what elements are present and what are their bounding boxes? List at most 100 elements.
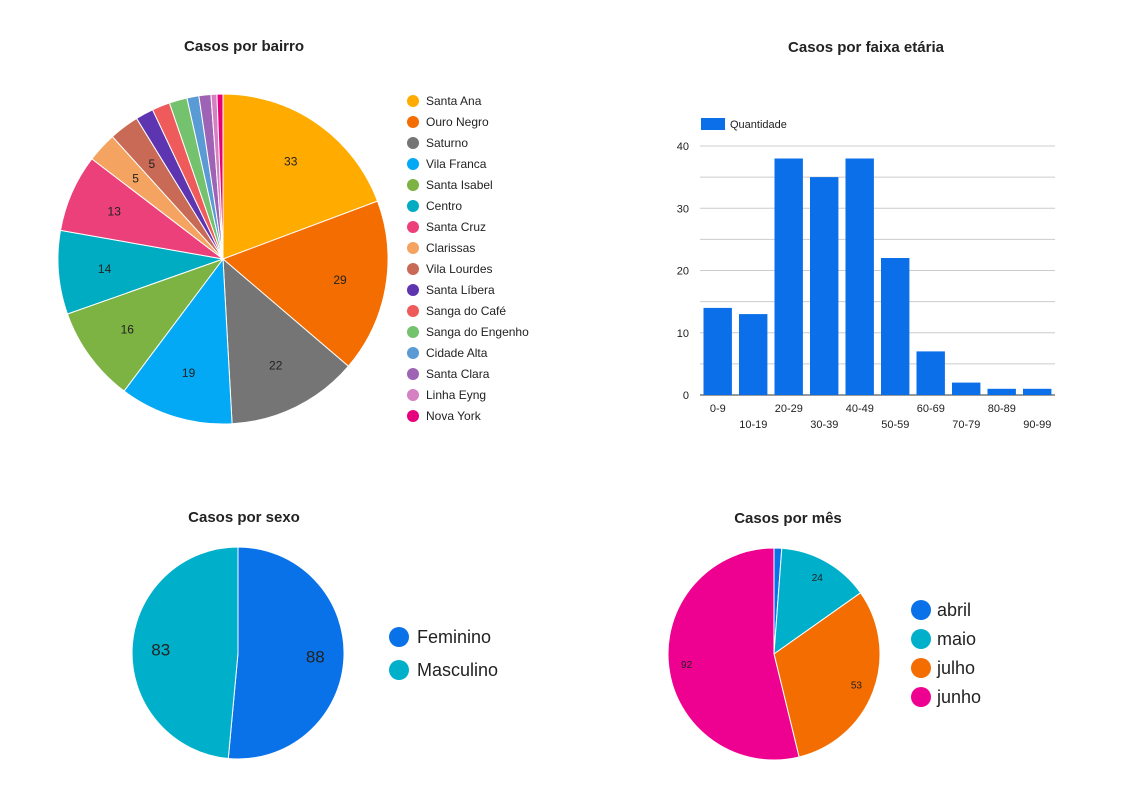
pie-slice-masculino bbox=[131, 546, 239, 760]
slice-label-julho: 53 bbox=[851, 680, 863, 691]
slice-label-ouro-negro: 29 bbox=[333, 273, 347, 287]
pie-slice-junho bbox=[667, 547, 800, 761]
y-tick-label: 30 bbox=[677, 203, 689, 215]
legend-marker-centro bbox=[407, 200, 419, 212]
legend-marker-vila-franca bbox=[407, 158, 419, 170]
bar-20-29 bbox=[774, 158, 803, 395]
legend-marker-santa-isabel bbox=[407, 179, 419, 191]
bar-70-79 bbox=[952, 382, 981, 395]
y-tick-label: 0 bbox=[683, 390, 689, 402]
legend-marker-vila-lourdes bbox=[407, 263, 419, 275]
legend-marker-clarissas bbox=[407, 242, 419, 254]
legend-label-vila-franca: Vila Franca bbox=[426, 157, 487, 171]
pie-slice-maio bbox=[773, 547, 862, 656]
x-tick-label: 0-9 bbox=[710, 403, 726, 415]
bar-80-89 bbox=[987, 388, 1016, 395]
chart-title-bairro: Casos por bairro bbox=[184, 38, 304, 55]
legend-marker-saturno bbox=[407, 137, 419, 149]
x-tick-label: 80-89 bbox=[988, 403, 1016, 415]
bar-90-99 bbox=[1023, 388, 1052, 395]
pie-slice-ouro-negro bbox=[222, 200, 389, 367]
legend-label-feminino: Feminino bbox=[417, 627, 491, 647]
legend-label-ouro-negro: Ouro Negro bbox=[426, 115, 489, 129]
x-tick-label: 50-59 bbox=[881, 419, 909, 431]
legend-marker-linha-eyng bbox=[407, 389, 419, 401]
legend-marker-feminino bbox=[389, 627, 409, 647]
x-tick-label: 10-19 bbox=[739, 419, 767, 431]
slice-label-clarissas: 5 bbox=[132, 172, 139, 186]
legend-marker-santa-libera bbox=[407, 284, 419, 296]
legend-label-abril: abril bbox=[937, 600, 971, 620]
legend-marker-nova-york bbox=[407, 410, 419, 422]
legend-label-linha-eyng: Linha Eyng bbox=[426, 388, 486, 402]
legend-marker-santa-cruz bbox=[407, 221, 419, 233]
pie-chart-mes: Casos por mês 24 53 92 abril maio julho junho bbox=[667, 510, 981, 761]
y-tick-label: 40 bbox=[677, 141, 689, 153]
legend-label-julho: julho bbox=[936, 658, 975, 678]
legend-marker-maio bbox=[911, 629, 931, 649]
y-tick-label: 20 bbox=[677, 266, 689, 278]
legend-marker-ouro-negro bbox=[407, 116, 419, 128]
slice-label-maio: 24 bbox=[812, 573, 824, 584]
x-tick-label: 60-69 bbox=[917, 403, 945, 415]
legend-label-cidade-alta: Cidade Alta bbox=[426, 346, 488, 360]
legend-marker-quantidade bbox=[701, 118, 725, 130]
legend-marker-santa-ana bbox=[407, 95, 419, 107]
chart-title-mes: Casos por mês bbox=[734, 510, 842, 527]
bar-30-39 bbox=[810, 177, 839, 395]
legend-label-sanga-do-cafe: Sanga do Café bbox=[426, 304, 506, 318]
slice-label-masculino: 83 bbox=[151, 640, 170, 659]
pie-slice-feminino bbox=[227, 546, 345, 760]
legend-marker-cidade-alta bbox=[407, 347, 419, 359]
x-tick-label: 70-79 bbox=[952, 419, 980, 431]
legend-label-saturno: Saturno bbox=[426, 136, 468, 150]
slice-label-vila-lourdes: 5 bbox=[148, 157, 155, 171]
pie-slice-nova-york bbox=[216, 93, 224, 260]
bar-chart-faixa-etaria: Casos por faixa etária 0 10 20 30 40 0-9 10-19… bbox=[677, 39, 1055, 431]
slice-label-santa-ana: 33 bbox=[284, 155, 298, 169]
pie-slice-santa-ana bbox=[222, 93, 379, 260]
legend-label-junho: junho bbox=[936, 687, 981, 707]
bar-10-19 bbox=[739, 314, 768, 395]
x-tick-label: 20-29 bbox=[775, 403, 803, 415]
legend-marker-abril bbox=[911, 600, 931, 620]
legend-label-vila-lourdes: Vila Lourdes bbox=[426, 262, 493, 276]
pie-chart-bairro: Casos por bairro 33 29 22 19 16 14 13 55 Santa … bbox=[57, 38, 529, 425]
legend-marker-sanga-do-cafe bbox=[407, 305, 419, 317]
legend-marker-junho bbox=[911, 687, 931, 707]
slice-label-saturno: 22 bbox=[269, 359, 283, 373]
legend-marker-santa-clara bbox=[407, 368, 419, 380]
x-tick-label: 40-49 bbox=[846, 403, 874, 415]
pie-slice-julho bbox=[773, 592, 881, 758]
slice-label-santa-isabel: 16 bbox=[121, 323, 135, 337]
legend-marker-masculino bbox=[389, 660, 409, 680]
chart-title-faixa-etaria: Casos por faixa etária bbox=[788, 39, 945, 56]
pie-slice-saturno bbox=[222, 257, 350, 425]
slice-label-feminino: 88 bbox=[306, 648, 325, 667]
legend-label-santa-isabel: Santa Isabel bbox=[426, 178, 493, 192]
x-tick-label: 90-99 bbox=[1023, 419, 1051, 431]
legend-label-santa-ana: Santa Ana bbox=[426, 94, 482, 108]
legend-label-nova-york: Nova York bbox=[426, 409, 482, 423]
slice-label-vila-franca: 19 bbox=[182, 366, 196, 380]
bar-60-69 bbox=[916, 351, 945, 395]
x-tick-label: 30-39 bbox=[810, 419, 838, 431]
legend-label-santa-cruz: Santa Cruz bbox=[426, 220, 486, 234]
bar-40-49 bbox=[845, 158, 874, 395]
legend-label-santa-clara: Santa Clara bbox=[426, 367, 490, 381]
pie-chart-sexo: Casos por sexo 88 83 Feminino Masculino bbox=[131, 509, 498, 760]
pie-slice-santa-isabel bbox=[66, 257, 225, 392]
legend-label-masculino: Masculino bbox=[417, 660, 498, 680]
pie-slice-vila-franca bbox=[123, 257, 233, 425]
legend-marker-sanga-do-engenho bbox=[407, 326, 419, 338]
legend-label-centro: Centro bbox=[426, 199, 462, 213]
legend-label-maio: maio bbox=[937, 629, 976, 649]
legend-marker-julho bbox=[911, 658, 931, 678]
slice-label-centro: 14 bbox=[98, 262, 112, 276]
chart-title-sexo: Casos por sexo bbox=[188, 509, 300, 526]
slice-label-santa-cruz: 13 bbox=[108, 205, 122, 219]
bar-0-9 bbox=[703, 307, 732, 395]
legend-label-clarissas: Clarissas bbox=[426, 241, 475, 255]
legend-label-sanga-do-engenho: Sanga do Engenho bbox=[426, 325, 529, 339]
